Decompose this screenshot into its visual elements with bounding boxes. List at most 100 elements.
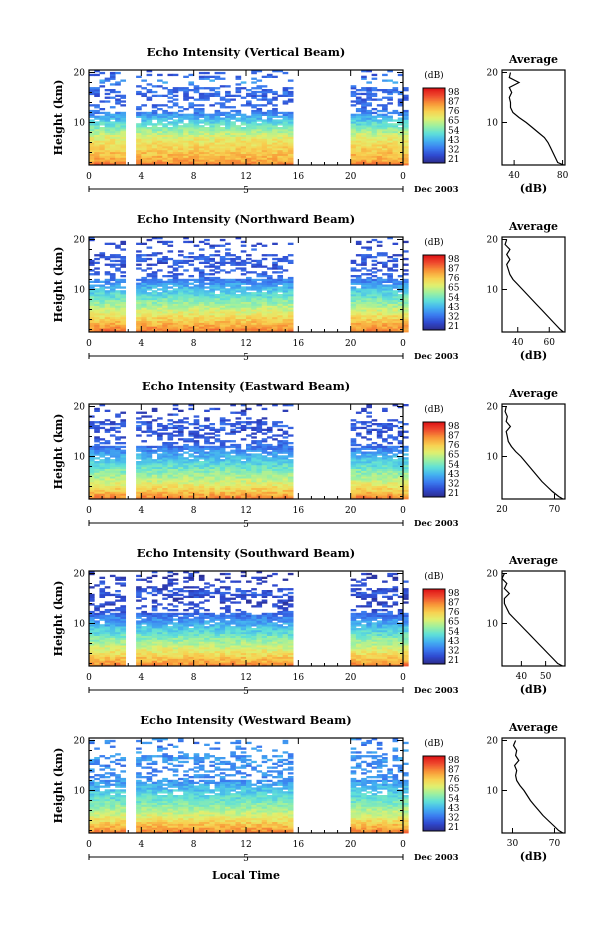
heatmap-cell xyxy=(392,119,399,122)
heatmap-cell xyxy=(151,464,158,468)
heatmap-cell xyxy=(256,147,263,151)
heatmap-cell xyxy=(209,282,215,285)
heatmap-cell xyxy=(193,153,200,156)
heatmap-cell xyxy=(188,102,195,105)
heatmap-cell xyxy=(120,464,127,468)
heatmap-cell xyxy=(282,309,289,312)
heatmap-cell xyxy=(162,94,168,97)
heatmap-cell xyxy=(392,447,399,450)
heatmap-cell xyxy=(355,108,362,111)
heatmap-cell xyxy=(115,128,121,132)
heatmap-cell xyxy=(376,324,383,327)
heatmap-cell xyxy=(204,123,210,126)
colorbar-segment xyxy=(423,129,445,131)
heatmap-cell xyxy=(157,432,163,435)
heatmap-cell xyxy=(115,121,121,124)
heatmap-cell xyxy=(162,81,168,84)
heatmap-cell xyxy=(235,487,242,490)
heatmap-cell xyxy=(371,470,378,473)
heatmap-cell xyxy=(371,256,378,259)
heatmap-cell xyxy=(282,478,289,481)
heatmap-cell xyxy=(146,273,153,276)
heatmap-cell xyxy=(266,275,273,278)
heatmap-cell xyxy=(157,278,163,282)
heatmap-cell xyxy=(219,157,226,160)
heatmap-cell xyxy=(109,468,116,471)
heatmap-cell xyxy=(120,265,127,268)
heatmap-cell xyxy=(272,326,278,329)
heatmap-cell xyxy=(287,330,294,333)
heatmap-cell xyxy=(266,476,273,479)
colorbar-segment xyxy=(423,119,445,121)
heatmap-cell xyxy=(382,286,388,289)
heatmap-cell xyxy=(382,455,388,458)
heatmap-cell xyxy=(183,286,189,289)
heatmap-cell xyxy=(230,132,236,135)
heatmap-cell xyxy=(94,462,100,466)
heatmap-cell xyxy=(355,464,362,468)
heatmap-cell xyxy=(376,286,383,289)
heatmap-cell xyxy=(246,92,252,96)
colorbar-segment xyxy=(423,155,445,158)
heatmap-cell xyxy=(246,292,252,295)
heatmap-cell xyxy=(251,109,257,113)
heatmap-cell xyxy=(355,432,362,435)
heatmap-cell xyxy=(371,330,378,333)
heatmap-cell xyxy=(157,104,163,107)
heatmap-cell xyxy=(99,480,106,483)
heatmap-cell xyxy=(225,138,231,141)
heatmap-cell xyxy=(261,326,268,329)
heatmap-cell xyxy=(109,299,116,302)
heatmap-cell xyxy=(225,271,231,274)
heatmap-cell xyxy=(256,155,263,158)
heatmap-cell xyxy=(282,142,289,145)
heatmap-cell xyxy=(120,127,127,130)
heatmap-cell xyxy=(109,259,116,263)
heatmap-cell xyxy=(214,307,221,310)
heatmap-cell xyxy=(272,449,278,452)
heatmap-cell xyxy=(198,457,205,460)
heatmap-cell xyxy=(251,87,257,90)
heatmap-cell xyxy=(256,443,263,447)
heatmap-cell xyxy=(209,459,215,462)
heatmap-cell xyxy=(403,305,409,308)
heatmap-cell xyxy=(141,254,147,257)
heatmap-cell xyxy=(355,449,362,452)
heatmap-cell xyxy=(219,147,226,151)
heatmap-cell xyxy=(251,284,257,287)
heatmap-cell xyxy=(272,483,278,487)
heatmap-cell xyxy=(162,240,168,244)
heatmap-cell xyxy=(167,453,174,456)
heatmap-cell xyxy=(183,476,189,479)
heatmap-cell xyxy=(162,138,168,141)
heatmap-cell xyxy=(287,307,294,310)
heatmap-cell xyxy=(214,261,221,264)
heatmap-cell xyxy=(282,459,289,462)
heatmap-cell xyxy=(219,134,226,137)
heatmap-cell xyxy=(350,259,357,263)
heatmap-cell xyxy=(136,286,142,289)
heatmap-cell xyxy=(115,244,121,247)
heatmap-cell xyxy=(172,292,179,295)
colorbar-segment xyxy=(423,271,445,273)
heatmap-cell xyxy=(219,307,226,310)
heatmap-cell xyxy=(172,457,179,460)
heatmap-cell xyxy=(251,244,257,247)
heatmap-cell xyxy=(209,159,215,162)
heatmap-cell xyxy=(366,280,372,283)
heatmap-cell xyxy=(392,301,399,304)
heatmap-cell xyxy=(397,457,404,460)
heatmap-cell xyxy=(225,111,231,115)
heatmap-cell xyxy=(235,445,242,449)
heatmap-cell xyxy=(167,115,174,118)
heatmap-cell xyxy=(162,259,168,263)
heatmap-cell xyxy=(376,295,383,299)
heatmap-cell xyxy=(162,497,168,500)
heatmap-cell xyxy=(225,106,231,109)
heatmap-cell xyxy=(209,147,215,151)
heatmap-cell xyxy=(246,478,252,481)
heatmap-cell xyxy=(397,480,404,483)
colorbar-segment xyxy=(423,310,445,312)
heatmap-cell xyxy=(256,297,263,301)
heatmap-cell xyxy=(172,295,179,299)
